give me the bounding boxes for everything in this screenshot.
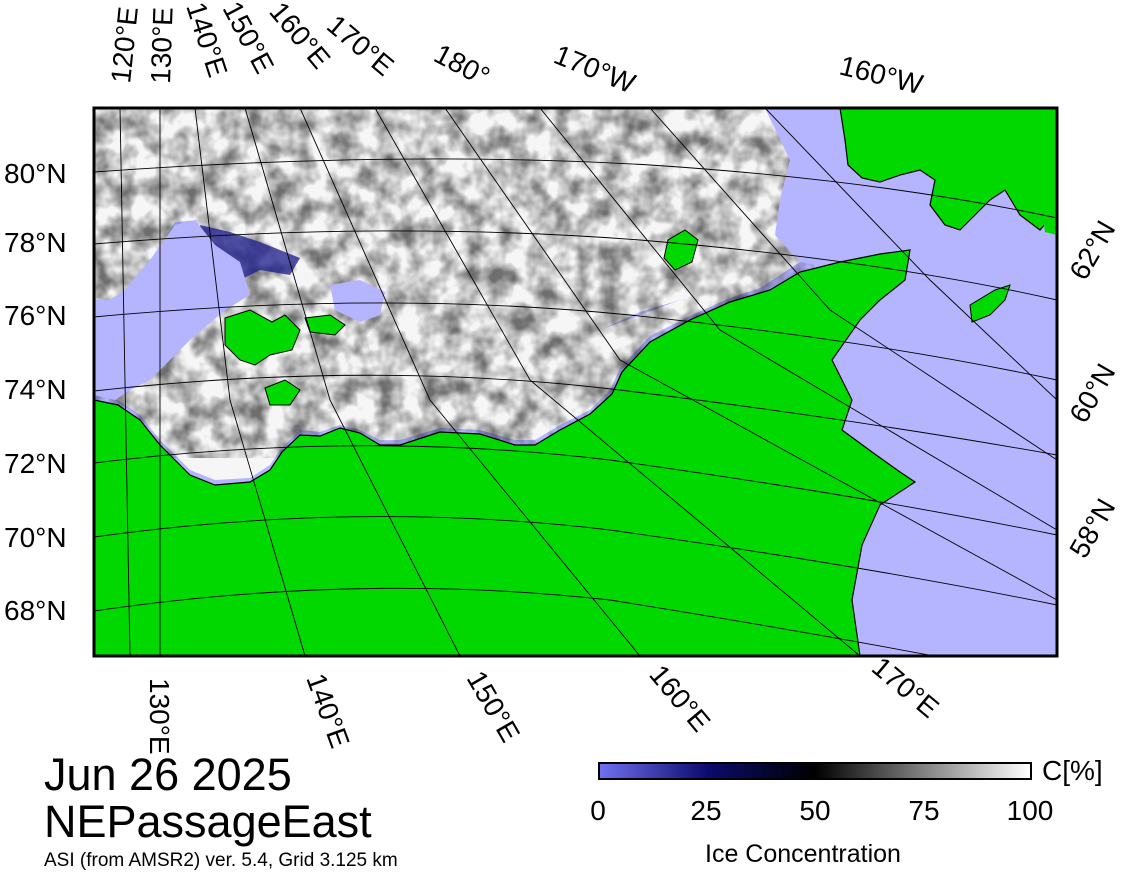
colorbar: [598, 762, 1032, 780]
graticule: [94, 108, 1057, 656]
wrangel-island: [663, 229, 699, 271]
lon-label: 120°E: [105, 5, 144, 84]
lon-label: 170°W: [550, 39, 640, 100]
lat-labels-left: 80°N 78°N 76°N 74°N 72°N 70°N 68°N: [4, 158, 67, 626]
lon-label: 130°E: [144, 678, 175, 755]
lat-label: 72°N: [4, 448, 67, 479]
lon-labels-top: 120°E 130°E 140°E 150°E 160°E 170°E 180°…: [105, 0, 926, 100]
colorbar-unit: C[%]: [1042, 755, 1103, 786]
lat-label: 78°N: [4, 227, 67, 258]
colorbar-tick: 75: [908, 795, 940, 826]
colorbar-tick: 100: [1006, 795, 1054, 826]
colorbar-title: Ice Concentration: [705, 840, 901, 868]
lat-label: 80°N: [4, 158, 67, 189]
lat-label: 58°N: [1063, 493, 1121, 563]
east-shore-strip: [1040, 195, 1057, 235]
lon-label: 160°E: [643, 659, 716, 738]
alaska-land: [839, 108, 1057, 231]
region-name: NEPassageEast: [44, 796, 372, 847]
siberia-land: [94, 249, 917, 656]
map-area: [94, 108, 1057, 656]
open-water-kolyma: [330, 280, 385, 322]
lon-label: 180°: [429, 38, 495, 93]
colorbar-tick: 25: [690, 795, 722, 826]
lat-label: 68°N: [4, 595, 67, 626]
map-date: Jun 26 2025: [44, 749, 292, 800]
lat-labels-right: 62°N 60°N 58°N: [1063, 215, 1121, 563]
lat-label: 70°N: [4, 522, 67, 553]
lon-label: 130°E: [145, 7, 179, 85]
new-siberian-islands: [224, 309, 301, 366]
lon-label: 160°W: [837, 50, 927, 101]
colorbar-tick: 50: [799, 795, 831, 826]
lat-label: 60°N: [1063, 358, 1121, 428]
product-info: ASI (from AMSR2) ver. 5.4, Grid 3.125 km: [44, 850, 398, 871]
open-water-laptev: [94, 220, 250, 400]
colorbar-tick: 0: [590, 795, 606, 826]
open-water-east: [765, 108, 1057, 656]
st-lawrence-island: [969, 284, 1011, 323]
lon-label: 150°E: [461, 666, 526, 748]
map-frame: [92, 106, 1059, 658]
lon-labels-bottom: 130°E 140°E 150°E 160°E 170°E: [144, 651, 945, 755]
lat-label: 74°N: [4, 374, 67, 405]
lat-label: 62°N: [1063, 215, 1121, 285]
bolshoy-lyakhovsky: [264, 379, 301, 406]
lat-label: 76°N: [4, 300, 67, 331]
lon-label: 140°E: [300, 669, 355, 752]
lon-label: 170°E: [321, 9, 400, 82]
lon-label: 170°E: [866, 651, 945, 724]
